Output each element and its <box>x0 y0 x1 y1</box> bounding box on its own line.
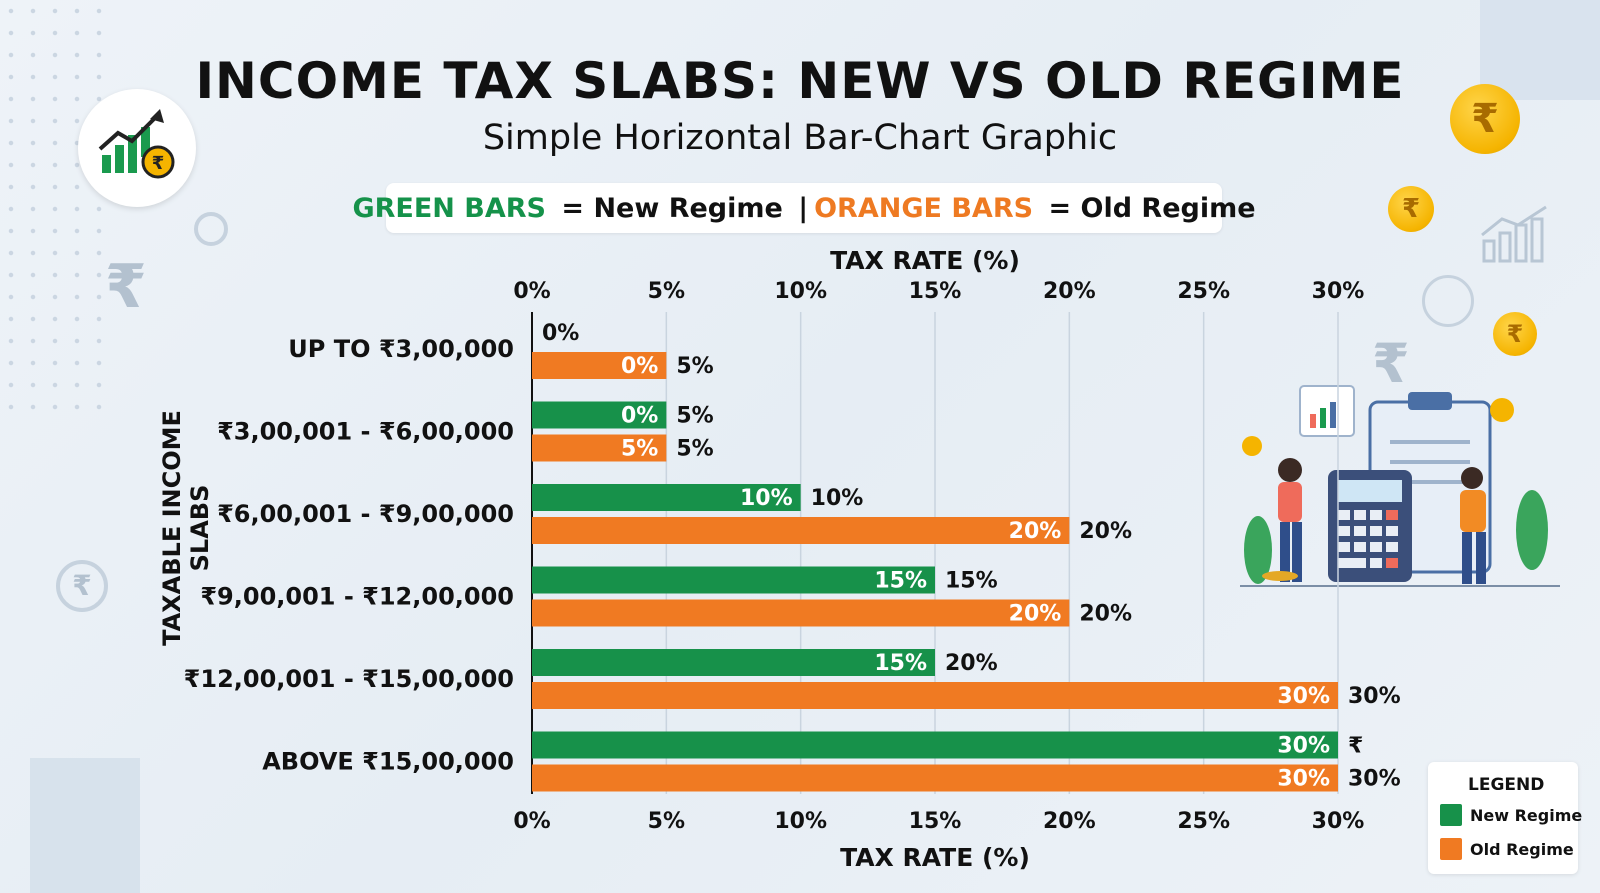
bar-inner-label: 30% <box>1277 767 1330 792</box>
bar-value-label: 15% <box>945 569 998 594</box>
bar-value-label: 30% <box>1348 767 1401 792</box>
bar-chart-outline-icon <box>1478 205 1552 269</box>
x-axis-title-bottom: TAX RATE (%) <box>840 843 1030 872</box>
bar-value-label: 20% <box>1079 519 1132 544</box>
bar-value-label: 20% <box>1079 602 1132 627</box>
bar-value-label: 10% <box>811 486 864 511</box>
x-tick-label-top: 5% <box>648 279 685 304</box>
category-label: ₹9,00,001 - ₹12,00,000 <box>200 583 514 611</box>
legend-item-new: New Regime <box>1440 804 1582 826</box>
rupee-circle-icon: ₹ <box>56 560 108 612</box>
legend-label-old: Old Regime <box>1470 839 1574 859</box>
bar-value-label: ₹ <box>1348 734 1363 759</box>
x-tick-label-bottom: 15% <box>909 809 962 834</box>
bar-inner-label: 20% <box>1009 602 1062 627</box>
legend-title: LEGEND <box>1468 775 1545 795</box>
x-axis-title-top: TAX RATE (%) <box>830 246 1020 275</box>
x-tick-label-bottom: 5% <box>648 809 685 834</box>
x-tick-label-bottom: 10% <box>774 809 827 834</box>
category-label: ₹12,00,001 - ₹15,00,000 <box>184 665 514 693</box>
bar-inner-label: 5% <box>621 437 658 462</box>
bar-inner-label: 15% <box>874 569 927 594</box>
bar-inner-label: 15% <box>874 651 927 676</box>
orange-key-label: ORANGE BARS <box>814 192 1034 224</box>
bar-inner-label: 10% <box>740 486 793 511</box>
svg-text:₹: ₹ <box>152 153 165 174</box>
x-tick-label-top: 10% <box>774 279 827 304</box>
bar-inner-label: 0% <box>621 404 658 429</box>
rupee-coin-icon: ₹ <box>1388 186 1434 232</box>
legend-swatch-new <box>1440 804 1462 826</box>
bar-value-label: 5% <box>676 354 713 379</box>
legend-item-old: Old Regime <box>1440 838 1574 860</box>
bar-inner-label: 20% <box>1009 519 1062 544</box>
bar-value-label: 30% <box>1348 684 1401 709</box>
x-tick-label-bottom: 0% <box>513 809 550 834</box>
x-tick-label-top: 15% <box>909 279 962 304</box>
green-key-label: GREEN BARS <box>352 192 547 224</box>
bar-inner-label: 30% <box>1277 684 1330 709</box>
x-tick-label-bottom: 30% <box>1312 809 1365 834</box>
page-subtitle: Simple Horizontal Bar-Chart Graphic <box>482 118 1118 158</box>
corner-shape-decoration <box>30 758 140 893</box>
bar-value-label: 0% <box>542 321 579 346</box>
old-regime-bar <box>532 599 1070 627</box>
category-label: ABOVE ₹15,00,000 <box>262 748 514 776</box>
x-tick-label-top: 25% <box>1177 279 1230 304</box>
x-tick-label-top: 20% <box>1043 279 1096 304</box>
orange-key-text: = Old Regime <box>1039 192 1256 224</box>
new-regime-bar <box>532 731 1338 759</box>
bar-value-label: 5% <box>676 404 713 429</box>
x-tick-label-bottom: 20% <box>1043 809 1096 834</box>
corner-shape-decoration <box>1480 0 1600 100</box>
color-key-banner: GREEN BARS = New Regime | ORANGE BARS = … <box>352 183 1256 233</box>
bank-circle-icon <box>1422 275 1474 327</box>
new-regime-bar <box>532 649 935 676</box>
bar-inner-label: 0% <box>621 354 658 379</box>
category-label: ₹3,00,001 - ₹6,00,000 <box>217 418 514 446</box>
bar-inner-label: 30% <box>1277 734 1330 759</box>
legend-swatch-old <box>1440 838 1462 860</box>
rupee-coin-icon: ₹ <box>1450 84 1520 154</box>
new-regime-bar <box>532 484 801 511</box>
category-label: ₹6,00,001 - ₹9,00,000 <box>217 500 514 528</box>
calculator-clipboard-illustration <box>1240 380 1560 610</box>
old-regime-bar <box>532 682 1338 709</box>
old-regime-bar <box>532 764 1338 792</box>
bar-value-label: 20% <box>945 651 998 676</box>
legend: LEGEND New Regime Old Regime <box>1428 762 1582 874</box>
x-tick-label-bottom: 25% <box>1177 809 1230 834</box>
rupee-symbol-icon: ₹ <box>105 252 147 322</box>
new-regime-bar <box>532 566 935 594</box>
page-title: INCOME TAX SLABS: NEW VS OLD REGIME <box>195 52 1405 110</box>
old-regime-bar <box>532 434 667 462</box>
new-regime-bar <box>532 401 667 429</box>
growth-chart-logo-icon: ₹ <box>78 89 196 207</box>
rupee-symbol-icon: ₹ <box>1372 332 1410 395</box>
x-tick-label-top: 30% <box>1312 279 1365 304</box>
key-separator: | <box>798 192 809 224</box>
bar-value-label: 5% <box>676 437 713 462</box>
green-key-text: = New Regime <box>552 192 793 224</box>
x-tick-label-top: 0% <box>513 279 550 304</box>
target-circle-icon <box>194 212 228 246</box>
category-label: UP TO ₹3,00,000 <box>288 335 514 363</box>
old-regime-bar <box>532 517 1070 544</box>
dot-pattern-decoration <box>0 0 110 420</box>
legend-label-new: New Regime <box>1470 805 1583 825</box>
rupee-coin-icon: ₹ <box>1493 312 1537 356</box>
old-regime-bar <box>532 352 667 379</box>
